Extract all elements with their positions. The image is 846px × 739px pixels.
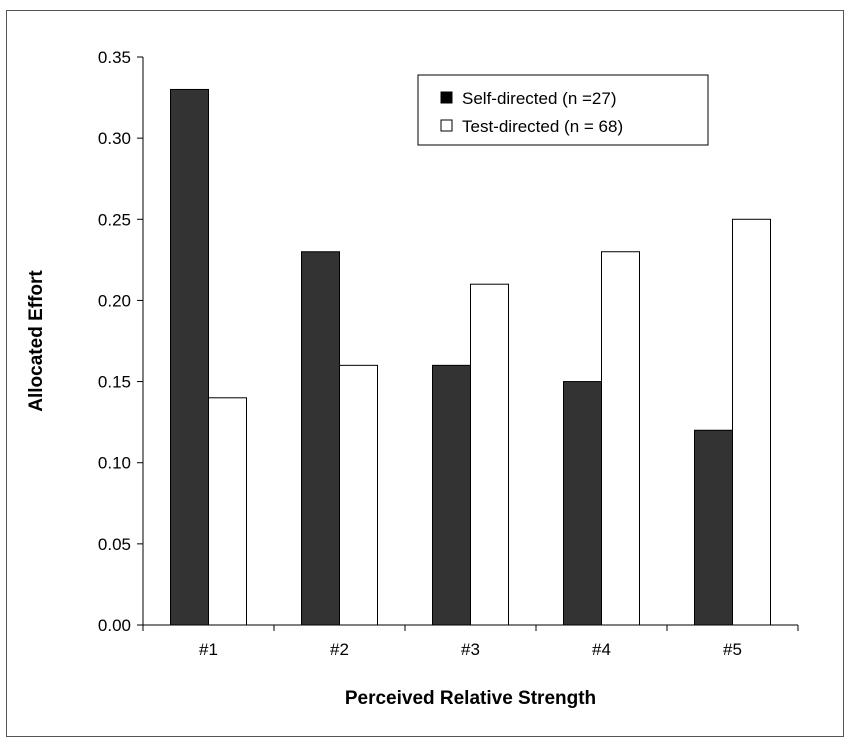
- y-tick-label: 0.15: [98, 373, 131, 392]
- x-axis-title: Perceived Relative Strength: [345, 688, 596, 709]
- bar-self-directed-4: [563, 381, 602, 626]
- y-tick-label: 0.05: [98, 535, 131, 554]
- bar-test-directed-2: [339, 364, 378, 626]
- y-tick-label: 0.35: [98, 48, 131, 67]
- x-axis-ticks: #1 #2 #3 #4 #5: [142, 625, 799, 659]
- legend-box: [417, 74, 709, 146]
- legend-label-test-directed: Test-directed (n = 68): [462, 117, 623, 136]
- bar-self-directed-2: [301, 251, 340, 626]
- bar-self-directed-1: [170, 88, 209, 626]
- x-tick-label: #4: [592, 640, 611, 659]
- legend-swatch-test-directed: [440, 119, 453, 132]
- y-axis-title: Allocated Effort: [26, 270, 47, 412]
- y-tick-label: 0.30: [98, 129, 131, 148]
- bar-test-directed-5: [732, 218, 771, 626]
- x-tick-label: #2: [330, 640, 349, 659]
- bars: [170, 88, 771, 626]
- bar-self-directed-5: [694, 429, 733, 626]
- x-tick-label: #5: [723, 640, 742, 659]
- legend-label-self-directed: Self-directed (n =27): [462, 89, 617, 108]
- x-tick-label: #1: [199, 640, 218, 659]
- legend-swatch-self-directed: [440, 91, 453, 104]
- x-tick-label: #3: [461, 640, 480, 659]
- y-tick-label: 0.25: [98, 210, 131, 229]
- bar-test-directed-4: [601, 251, 640, 626]
- y-tick-label: 0.10: [98, 454, 131, 473]
- legend: Self-directed (n =27) Test-directed (n =…: [417, 74, 709, 146]
- y-tick-label: 0.00: [98, 616, 131, 635]
- bar-test-directed-1: [208, 397, 247, 626]
- bar-test-directed-3: [470, 283, 509, 626]
- y-axis-ticks: 0.00 0.05 0.10 0.15 0.20 0.25 0.30 0.35: [98, 48, 143, 635]
- y-tick-label: 0.20: [98, 291, 131, 310]
- bar-self-directed-3: [432, 364, 471, 626]
